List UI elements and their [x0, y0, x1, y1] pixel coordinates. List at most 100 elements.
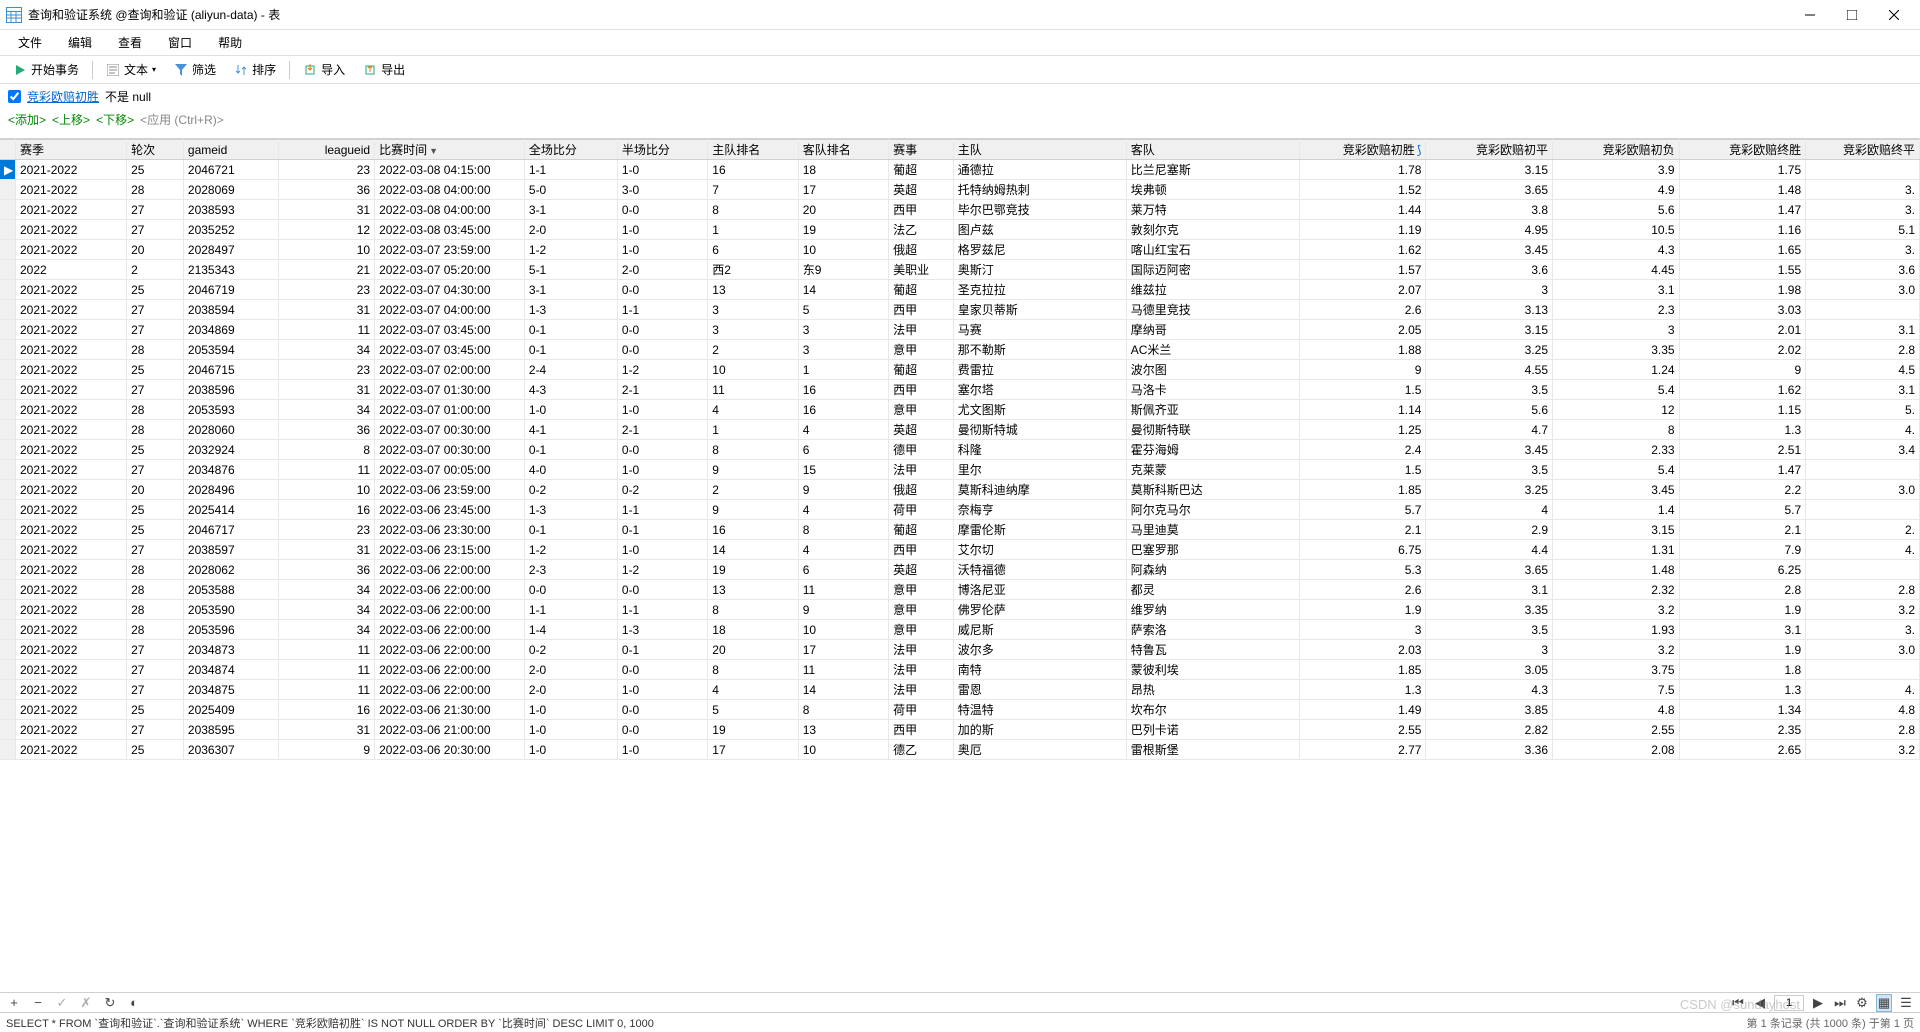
cell[interactable]: 23 [279, 280, 375, 300]
table-row[interactable]: 2021-2022282053594342022-03-07 03:45:000… [0, 340, 1920, 360]
cell[interactable]: 3.2 [1553, 600, 1680, 620]
cell[interactable]: 34 [279, 580, 375, 600]
cell[interactable]: 荷甲 [889, 500, 954, 520]
table-row[interactable]: 2021-2022282053596342022-03-06 22:00:001… [0, 620, 1920, 640]
cell[interactable]: 0-0 [617, 320, 707, 340]
cell[interactable]: 23 [279, 360, 375, 380]
table-row[interactable]: 2021-2022272034874112022-03-06 22:00:002… [0, 660, 1920, 680]
cell[interactable]: 2.8 [1679, 580, 1806, 600]
menu-file[interactable]: 文件 [6, 30, 54, 55]
cell[interactable]: 2.6 [1299, 580, 1426, 600]
cell[interactable]: 3. [1806, 180, 1920, 200]
cell[interactable]: 20 [127, 240, 184, 260]
table-row[interactable]: 2021-2022272038595312022-03-06 21:00:001… [0, 720, 1920, 740]
cell[interactable]: 2022-03-06 22:00:00 [375, 560, 525, 580]
cell[interactable]: 2028069 [183, 180, 279, 200]
grid-view-button[interactable]: ▦ [1876, 994, 1892, 1012]
cell[interactable]: 1-0 [617, 220, 707, 240]
cell[interactable]: 1-0 [617, 680, 707, 700]
cell[interactable]: 1-0 [524, 400, 617, 420]
cell[interactable]: 10 [798, 740, 888, 760]
cell[interactable]: 2022 [16, 260, 127, 280]
filter-button[interactable]: 筛选 [167, 58, 223, 81]
cell[interactable]: 27 [127, 640, 184, 660]
data-grid[interactable]: 赛季轮次gameidleagueid比赛时间▼全场比分半场比分主队排名客队排名赛… [0, 138, 1920, 992]
cell[interactable]: 1-0 [617, 160, 707, 180]
cell[interactable]: 8 [708, 200, 798, 220]
cell[interactable]: 3.25 [1426, 480, 1553, 500]
cell[interactable]: 20 [127, 480, 184, 500]
cell[interactable]: 18 [798, 160, 888, 180]
cell[interactable]: 奈梅亨 [953, 500, 1126, 520]
cell[interactable]: 2028496 [183, 480, 279, 500]
cell[interactable]: 波尔多 [953, 640, 1126, 660]
cell[interactable]: 2-3 [524, 560, 617, 580]
cell[interactable]: 3.2 [1806, 740, 1920, 760]
cell[interactable]: 4.4 [1426, 540, 1553, 560]
page-input[interactable] [1774, 995, 1804, 1011]
menu-help[interactable]: 帮助 [206, 30, 254, 55]
cell[interactable]: 3.8 [1426, 200, 1553, 220]
table-row[interactable]: 2021-2022252025414162022-03-06 23:45:001… [0, 500, 1920, 520]
cell[interactable]: 4.8 [1806, 700, 1920, 720]
cell[interactable]: 2-1 [617, 420, 707, 440]
cell[interactable]: 6.75 [1299, 540, 1426, 560]
cell[interactable]: 1 [708, 220, 798, 240]
cell[interactable]: 11 [279, 320, 375, 340]
cell[interactable]: 2021-2022 [16, 740, 127, 760]
cell[interactable]: 27 [127, 660, 184, 680]
add-row-button[interactable]: + [6, 995, 22, 1010]
cell[interactable]: 3 [708, 300, 798, 320]
cell[interactable]: 特温特 [953, 700, 1126, 720]
cell[interactable]: 科隆 [953, 440, 1126, 460]
cell[interactable]: 4.3 [1553, 240, 1680, 260]
cell[interactable]: 毕尔巴鄂竞技 [953, 200, 1126, 220]
cell[interactable]: 1-3 [617, 620, 707, 640]
cell[interactable]: 1.8 [1679, 660, 1806, 680]
cell[interactable]: 2021-2022 [16, 420, 127, 440]
cell[interactable]: 28 [127, 340, 184, 360]
cell[interactable]: 2028497 [183, 240, 279, 260]
cell[interactable]: 3.1 [1426, 580, 1553, 600]
cell[interactable]: 摩雷伦斯 [953, 520, 1126, 540]
cell[interactable]: 28 [127, 620, 184, 640]
cell[interactable]: 27 [127, 540, 184, 560]
cell[interactable]: 28 [127, 180, 184, 200]
cell[interactable]: 4.45 [1553, 260, 1680, 280]
cell[interactable]: 3.1 [1553, 280, 1680, 300]
cell[interactable]: 19 [708, 720, 798, 740]
begin-transaction-button[interactable]: 开始事务 [6, 58, 86, 81]
cell[interactable]: 2053594 [183, 340, 279, 360]
cell[interactable]: 2021-2022 [16, 640, 127, 660]
cell[interactable]: 2.08 [1553, 740, 1680, 760]
cell[interactable]: 13 [708, 280, 798, 300]
cell[interactable]: 21 [279, 260, 375, 280]
cell[interactable]: 2022-03-07 01:00:00 [375, 400, 525, 420]
cell[interactable]: 14 [708, 540, 798, 560]
cell[interactable]: 28 [127, 420, 184, 440]
cell[interactable]: 2038595 [183, 720, 279, 740]
cell[interactable]: 圣克拉拉 [953, 280, 1126, 300]
cell[interactable]: 1.65 [1679, 240, 1806, 260]
text-button[interactable]: 文本 ▾ [99, 58, 163, 81]
cell[interactable]: 1.85 [1299, 480, 1426, 500]
cell[interactable]: 奥厄 [953, 740, 1126, 760]
table-row[interactable]: 2021-2022272034873112022-03-06 22:00:000… [0, 640, 1920, 660]
table-row[interactable]: ▶2021-2022252046721232022-03-08 04:15:00… [0, 160, 1920, 180]
cell[interactable]: 2022-03-06 22:00:00 [375, 640, 525, 660]
cell[interactable]: 2022-03-06 23:59:00 [375, 480, 525, 500]
cell[interactable]: 25 [127, 160, 184, 180]
cell[interactable]: 10 [279, 240, 375, 260]
cell[interactable]: 5.7 [1679, 500, 1806, 520]
cell[interactable]: 马洛卡 [1126, 380, 1299, 400]
cell[interactable]: 6 [708, 240, 798, 260]
cell[interactable]: 25 [127, 700, 184, 720]
cell[interactable]: 昂热 [1126, 680, 1299, 700]
cell[interactable]: 意甲 [889, 600, 954, 620]
cell[interactable]: 葡超 [889, 360, 954, 380]
cell[interactable]: 31 [279, 300, 375, 320]
cell[interactable]: 3.13 [1426, 300, 1553, 320]
cell[interactable]: 2.55 [1299, 720, 1426, 740]
cell[interactable] [1806, 500, 1920, 520]
cell[interactable]: 5.4 [1553, 460, 1680, 480]
